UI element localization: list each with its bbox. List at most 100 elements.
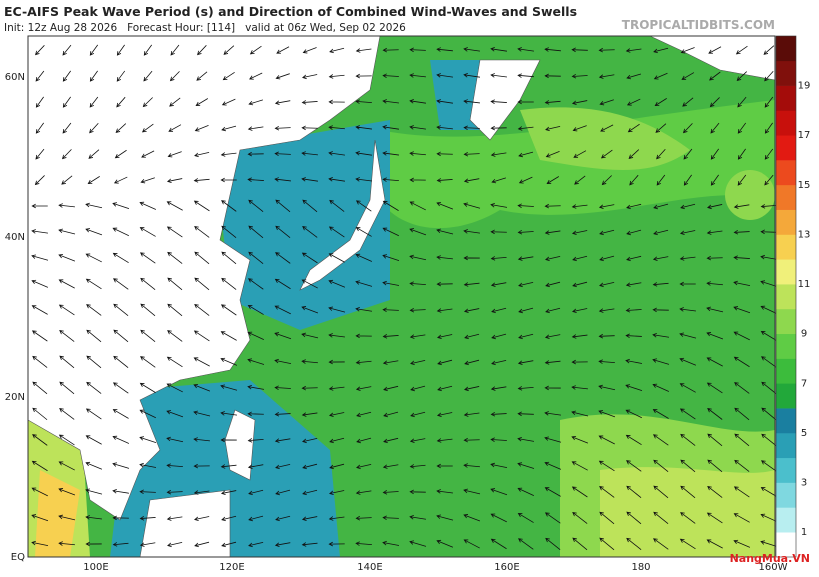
colorbar-label: 17 xyxy=(798,130,811,141)
wave-arrow xyxy=(139,382,156,393)
wave-arrow xyxy=(220,464,237,469)
wave-arrow xyxy=(628,149,640,159)
wave-arrow xyxy=(517,436,535,442)
wave-arrow xyxy=(355,151,373,156)
wave-arrow xyxy=(545,307,561,314)
wave-arrow xyxy=(653,459,669,472)
wave-arrow xyxy=(491,333,507,340)
wave-arrow xyxy=(463,125,480,131)
wave-arrow xyxy=(221,541,237,548)
wave-arrow xyxy=(572,125,587,132)
wave-arrow xyxy=(680,433,696,446)
wave-arrow xyxy=(490,99,507,104)
wave-arrow xyxy=(654,98,667,107)
wave-arrow xyxy=(436,125,453,130)
wave-arrow xyxy=(436,438,453,443)
wave-arrow xyxy=(301,151,318,156)
colorbar-segment xyxy=(776,507,796,533)
wave-arrow xyxy=(409,125,427,130)
wave-arrow xyxy=(113,303,129,317)
wave-arrow xyxy=(329,47,345,54)
wave-arrow xyxy=(220,437,237,443)
wave-arrow xyxy=(86,304,102,316)
wave-arrow xyxy=(328,516,345,521)
wave-arrow xyxy=(410,385,426,392)
wave-arrow xyxy=(194,226,210,238)
wave-arrow xyxy=(328,412,345,418)
wave-arrow xyxy=(301,100,318,105)
wave-arrow xyxy=(734,433,750,447)
wave-arrow xyxy=(248,251,264,265)
wave-arrow xyxy=(113,355,129,368)
wave-arrow xyxy=(89,122,99,134)
wave-arrow xyxy=(59,381,75,395)
wave-arrow xyxy=(196,71,208,81)
wave-arrow xyxy=(490,411,507,417)
wave-arrow xyxy=(572,281,588,288)
wave-arrow xyxy=(116,70,126,82)
wave-arrow xyxy=(31,514,49,522)
wave-arrow xyxy=(517,73,534,78)
wave-arrow xyxy=(436,151,453,157)
wave-arrow xyxy=(706,255,723,261)
wave-arrow xyxy=(544,73,561,79)
wave-arrow xyxy=(276,46,290,54)
wave-arrow xyxy=(62,96,71,108)
wave-arrow xyxy=(166,356,183,368)
wave-arrow xyxy=(626,537,642,550)
wave-arrow xyxy=(355,48,372,53)
wave-arrow xyxy=(31,330,48,342)
wave-arrow xyxy=(58,488,76,496)
wave-arrow xyxy=(85,461,103,470)
wave-arrow xyxy=(518,307,534,314)
wave-arrow xyxy=(328,151,346,156)
wave-arrow xyxy=(32,381,48,395)
wave-arrow xyxy=(652,256,669,261)
wave-arrow xyxy=(275,515,291,522)
lat-label: 40N xyxy=(5,232,25,243)
wave-arrow xyxy=(356,463,372,470)
wave-arrow xyxy=(355,125,372,130)
wave-arrow xyxy=(682,123,693,134)
wave-arrow xyxy=(490,437,507,442)
wave-arrow xyxy=(598,308,615,313)
wave-arrow xyxy=(140,329,156,343)
wave-arrow xyxy=(463,514,481,522)
colorbar-segment xyxy=(776,184,796,210)
wave-arrow xyxy=(31,305,48,315)
colorbar-label: 11 xyxy=(798,279,811,290)
wave-arrow xyxy=(248,489,264,496)
wave-arrow xyxy=(167,303,183,317)
wave-arrow xyxy=(680,47,695,54)
wave-arrow xyxy=(653,72,668,80)
wave-arrow xyxy=(545,281,561,288)
wave-arrow xyxy=(437,385,453,392)
wave-arrow xyxy=(625,308,642,313)
wave-arrow xyxy=(734,382,750,394)
wave-arrow xyxy=(409,254,427,261)
wave-arrow xyxy=(517,360,534,365)
wave-arrow xyxy=(655,123,667,133)
field-region xyxy=(35,470,80,557)
wave-arrow xyxy=(626,73,642,80)
wave-arrow xyxy=(571,74,588,79)
wave-arrow xyxy=(302,74,318,80)
wave-arrow xyxy=(355,200,372,212)
wave-arrow xyxy=(653,203,669,210)
wave-arrow xyxy=(517,512,534,523)
wave-arrow xyxy=(760,540,778,547)
wave-arrow xyxy=(382,151,399,156)
wave-arrow xyxy=(707,204,723,210)
wave-arrow xyxy=(490,386,507,391)
wave-arrow xyxy=(626,229,642,236)
wave-arrow xyxy=(85,408,102,420)
wave-arrow xyxy=(247,411,264,417)
wave-arrow xyxy=(652,409,669,419)
wave-arrow xyxy=(409,228,427,236)
colorbar-segment xyxy=(776,482,796,508)
wave-arrow xyxy=(761,460,777,472)
colorbar-segment xyxy=(776,383,796,409)
wave-arrow xyxy=(31,487,48,497)
wave-arrow xyxy=(112,462,130,469)
